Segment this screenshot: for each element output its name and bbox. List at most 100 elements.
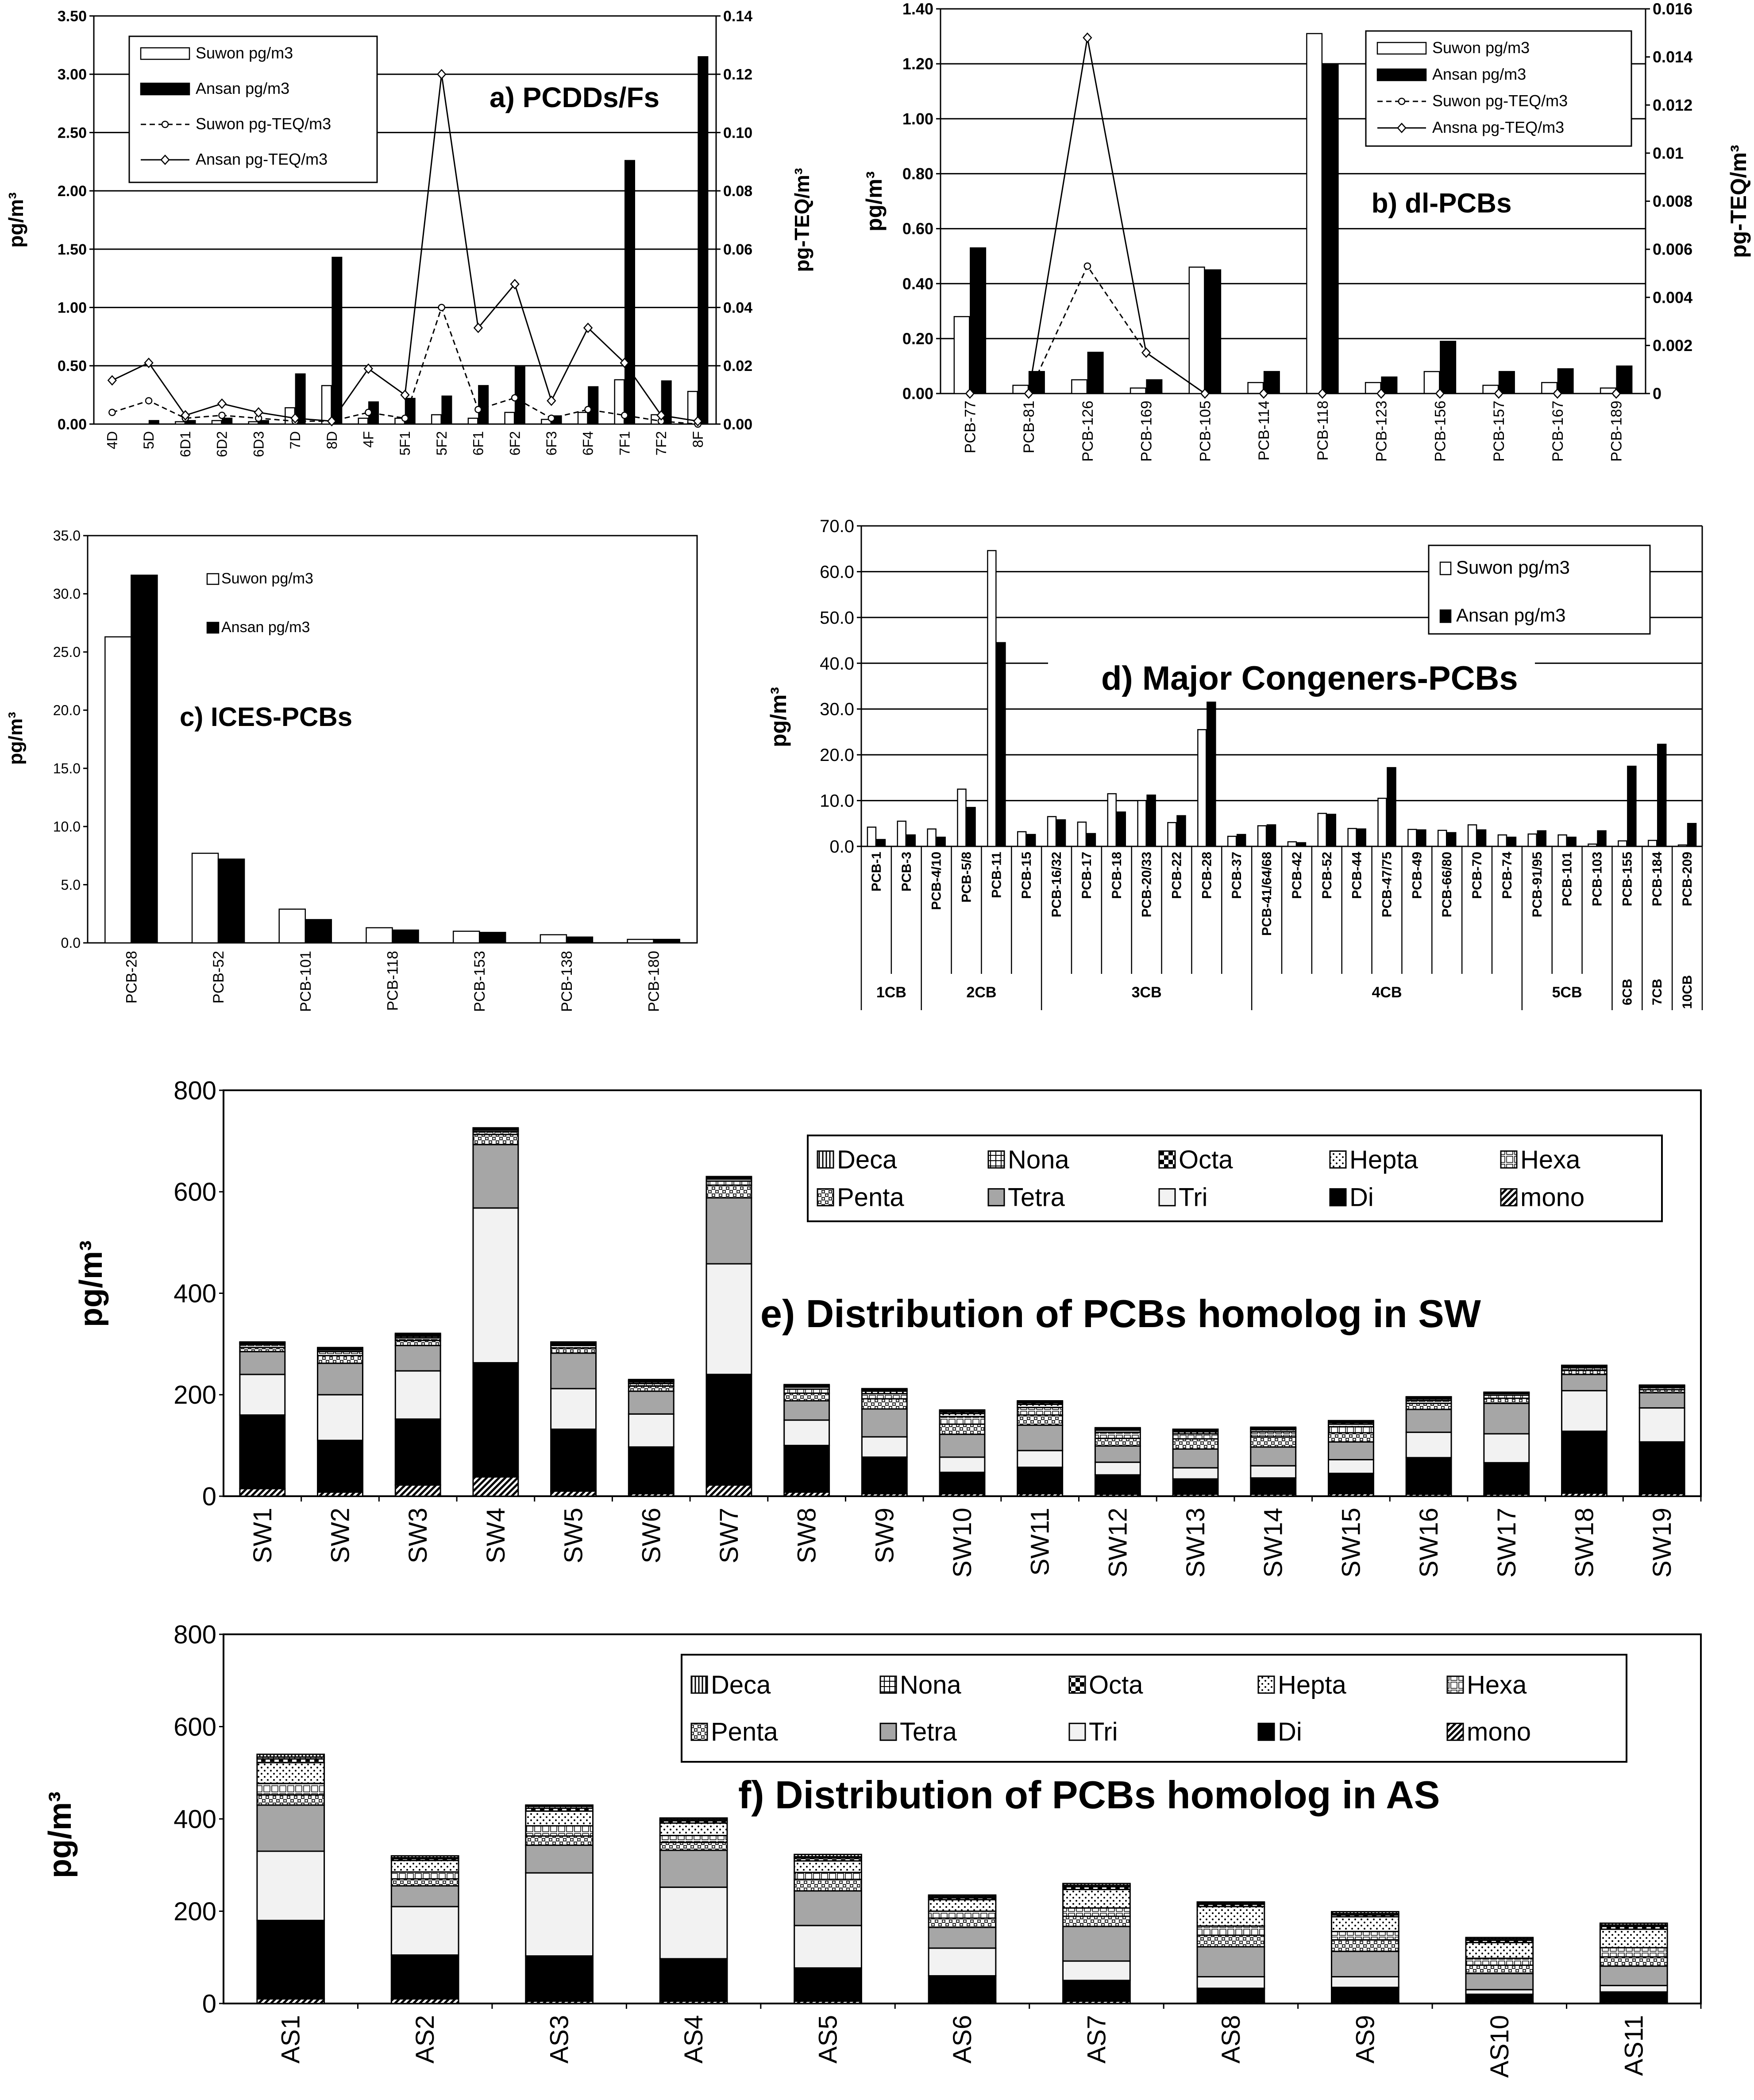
segment-tetra [939, 1433, 986, 1458]
segment-penta [1405, 1402, 1452, 1410]
y2-tick-label: 0.02 [723, 358, 752, 374]
segment-deca [1331, 1911, 1399, 1915]
bar-ansan-pg-m3 [1537, 830, 1547, 847]
x-tick-label: SW9 [870, 1508, 899, 1563]
segment-tri [317, 1394, 363, 1441]
segment-tri [1172, 1467, 1219, 1480]
legend-swatch [690, 1675, 708, 1694]
segment-tetra [705, 1197, 752, 1265]
x-tick-label: SW12 [1103, 1508, 1132, 1578]
segment-deca [794, 1853, 862, 1857]
segment-hexa [1331, 1930, 1399, 1941]
segment-tetra [659, 1849, 728, 1888]
bar-suwon-pg-m3 [1077, 821, 1087, 847]
bar-ansan-pg-m3 [996, 642, 1006, 847]
segment-di [1405, 1457, 1452, 1495]
title-backdrop [734, 1773, 1566, 1815]
legend-label: Ansna pg-TEQ/m3 [1432, 118, 1564, 136]
x-tick-label: PCB-42 [1290, 852, 1304, 899]
bar-ansan-pg-m3 [1266, 824, 1276, 847]
bar-suwon-pg-m3 [577, 412, 588, 425]
x-tick-label: AS4 [679, 2015, 708, 2064]
segment-di [1062, 1980, 1131, 2002]
segment-deca [1483, 1391, 1530, 1394]
segment-deca [928, 1894, 997, 1897]
bar-ansan-pg-m3 [131, 575, 158, 944]
bar-suwon-pg-m3 [1423, 371, 1440, 394]
bar-ansan-pg-m3 [1687, 823, 1697, 847]
x-tick-label: PCB-126 [1079, 401, 1096, 462]
x-tick-label: PCB-169 [1138, 401, 1155, 462]
x-tick-label: PCB-47/75 [1380, 852, 1395, 917]
bar-ansan-pg-m3 [217, 858, 245, 944]
x-tick-label: SW15 [1337, 1508, 1365, 1578]
segment-penta [939, 1423, 986, 1435]
y-axis-label: pg-TEQ/m³ [1726, 145, 1751, 258]
segment-deca [472, 1127, 519, 1130]
x-tick-label: 5F2 [434, 431, 450, 456]
y-tick-label: 0.0 [61, 935, 81, 951]
bar-ansan-pg-m3 [936, 837, 946, 847]
y-tick-label: 70.0 [820, 517, 854, 536]
segment-di [794, 1967, 862, 2002]
segment-penta [705, 1184, 752, 1199]
legend-swatch [1158, 1188, 1176, 1207]
segment-tetra [783, 1400, 830, 1421]
segment-penta [1094, 1437, 1141, 1447]
x-tick-label: PCB-138 [559, 951, 575, 1012]
bar-ansan-pg-m3 [1207, 701, 1216, 847]
y2-tick-label: 0.12 [723, 66, 752, 83]
x-tick-label: PCB-103 [1590, 852, 1605, 906]
panel-a-pcdds-fs: 0.00 0.50 1.00 1.50 2.00 2.50 3.00 3.50 0.00 0.02… [4, 8, 813, 457]
bar-ansan-pg-m3 [1627, 765, 1637, 847]
legend-swatch [1257, 1675, 1275, 1694]
bar-suwon-pg-m3 [358, 417, 369, 425]
x-tick-label: PCB-28 [123, 951, 140, 1004]
x-tick-label: PCB-101 [297, 951, 314, 1012]
y2-tick-label: 0.014 [1653, 48, 1692, 66]
bar-suwon-pg-m3 [248, 421, 259, 425]
marker-suwon-pg-teq-m3 [474, 405, 482, 413]
y-tick-label: 1.20 [902, 55, 933, 73]
y-tick-label: 0 [202, 1989, 216, 2018]
bar-ansan-pg-m3 [1205, 269, 1222, 394]
bar-ansan-pg-m3 [1087, 351, 1104, 394]
y-tick-label: 40.0 [820, 654, 854, 673]
legend-label: Hepta [1278, 1671, 1347, 1699]
segment-di [394, 1418, 441, 1486]
y-tick-label: 20.0 [53, 702, 81, 718]
segment-hexa [1465, 1957, 1534, 1966]
bar-suwon-pg-m3 [953, 316, 970, 394]
segment-tetra [472, 1144, 519, 1209]
segment-di [1561, 1430, 1608, 1494]
segment-hepta [1196, 1906, 1265, 1927]
bar-ansan-pg-m3 [698, 56, 709, 425]
marker-suwon-pg-teq-m3 [438, 304, 445, 311]
x-tick-label: 6F1 [470, 431, 486, 456]
segment-penta [1017, 1414, 1064, 1426]
legend-label: mono [1467, 1718, 1531, 1746]
segment-hexa [1062, 1907, 1131, 1917]
bar-suwon-pg-m3 [175, 421, 186, 425]
title-backdrop [1048, 659, 1535, 699]
title-backdrop [756, 1292, 1623, 1334]
y-axis-label: pg/m³ [73, 1240, 109, 1327]
segment-tri [394, 1370, 441, 1420]
bar-suwon-pg-m3 [957, 788, 967, 847]
segment-tri [659, 1886, 728, 1960]
x-tick-label: PCB-5/8 [960, 852, 974, 903]
bar-ansan-pg-m3 [258, 420, 269, 425]
x-tick-label: PCB-3 [899, 852, 914, 892]
bar-suwon-pg-m3 [1017, 831, 1027, 847]
x-tick-label: AS10 [1485, 2015, 1514, 2078]
bar-ansan-pg-m3 [970, 247, 987, 394]
marker-ansan-pg-teq-m3 [181, 410, 190, 421]
x-tick-label: PCB-156 [1432, 401, 1449, 462]
segment-hepta [928, 1899, 997, 1912]
segment-penta [256, 1794, 325, 1806]
marker-ansan-pg-teq-m3 [583, 322, 593, 333]
bar-ansan-pg-m3 [1498, 371, 1515, 394]
segment-tetra [256, 1804, 325, 1852]
segment-penta [928, 1917, 997, 1928]
bar-ansan-pg-m3 [295, 373, 306, 425]
